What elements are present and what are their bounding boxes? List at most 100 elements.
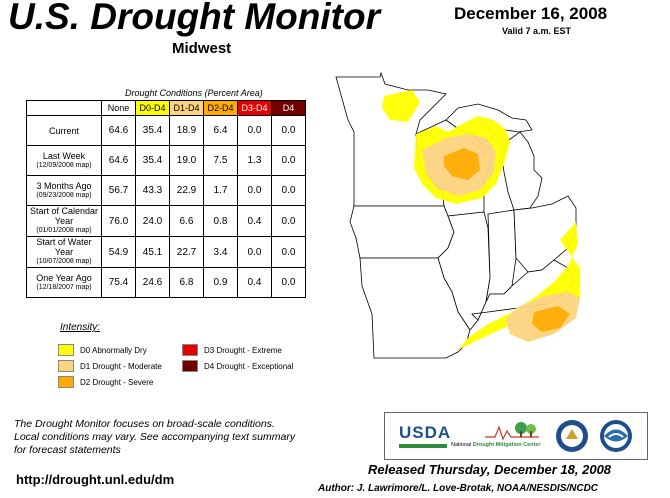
table-cell: 0.0 (237, 115, 272, 146)
partner-logos: USDA National Drought Mitigation Center (384, 412, 648, 460)
legend-item-d4: D4 Drought - Exceptional (182, 360, 293, 372)
legend-item-d0: D0 Abnormally Dry (58, 344, 147, 356)
row-label-date: (01/01/2008 map) (36, 227, 92, 234)
row-label-main: Last Week (42, 150, 86, 161)
legend-swatch-d1 (58, 360, 74, 372)
table-corner (26, 100, 102, 116)
table-cell: 6.4 (203, 115, 238, 146)
ndmc-prefix: National (451, 442, 472, 448)
d2-area-kentucky (532, 306, 570, 332)
table-cell: 1.7 (203, 175, 238, 206)
col-header: D2-D4 (203, 100, 238, 116)
legend-item-d3: D3 Drought - Extreme (182, 344, 282, 356)
table-cell: 19.0 (169, 145, 204, 176)
col-header: D1-D4 (169, 100, 204, 116)
legend-swatch-d3 (182, 344, 198, 356)
legend-label-d1: D1 Drought - Moderate (80, 361, 162, 371)
table-cell: 1.3 (237, 145, 272, 176)
table-cell: 0.0 (271, 267, 306, 298)
table-cell: 35.4 (135, 145, 170, 176)
d0-area-ohio-valley (458, 222, 580, 350)
table-cell: 0.0 (271, 145, 306, 176)
table-cell: 0.0 (271, 175, 306, 206)
ndmc-trees-icon (485, 422, 539, 441)
table-cell: 22.9 (169, 175, 204, 206)
drought-map (335, 72, 580, 359)
row-label-main: 3 Months Ago (36, 180, 92, 191)
legend-label-d2: D2 Drought - Severe (80, 377, 154, 387)
table-cell: 56.7 (101, 175, 136, 206)
table-cell: 43.3 (135, 175, 170, 206)
drought-url-link[interactable]: http://drought.unl.edu/dm (16, 472, 175, 487)
d0-area-northwest (382, 90, 420, 122)
footer-note: The Drought Monitor focuses on broad-sca… (14, 418, 344, 457)
table-cell: 0.0 (271, 205, 306, 237)
row-label-main: Current (48, 125, 79, 136)
row-label-main: Start of Calendar Year (29, 206, 99, 226)
table-caption: Drought Conditions (Percent Area) (125, 88, 263, 98)
table-cell: 35.4 (135, 115, 170, 146)
drought-conditions-table: None D0-D4 D1-D4 D2-D4 D3-D4 D4 Current 6… (26, 100, 306, 298)
row-label-main: Start of Water Year (36, 237, 92, 257)
row-label: Start of Calendar Year (01/01/2008 map) (26, 205, 102, 237)
row-label-date: (12/09/2008 map) (36, 161, 92, 169)
row-label: Start of Water Year (10/07/2008 map) (26, 236, 102, 268)
legend-swatch-d2 (58, 376, 74, 388)
table-cell: 6.8 (169, 267, 204, 298)
usda-logo-swoosh (399, 444, 447, 448)
table-cell: 22.7 (169, 236, 204, 268)
legend-item-d2: D2 Drought - Severe (58, 376, 153, 388)
valid-time: Valid 7 a.m. EST (502, 26, 572, 36)
table-cell: 0.0 (237, 175, 272, 206)
table-cell: 6.6 (169, 205, 204, 237)
page-title: U.S. Drought Monitor (8, 0, 380, 37)
footer-note-line: for forecast statements (14, 444, 121, 456)
drought-areas (382, 90, 580, 350)
row-label: One Year Ago (12/18/2007 map) (26, 267, 102, 298)
legend-label-d4: D4 Drought - Exceptional (204, 361, 294, 371)
table-cell: 7.5 (203, 145, 238, 176)
row-label: Current (26, 115, 102, 146)
d2-area-wisconsin (444, 148, 480, 180)
table-body: Current 64.6 35.4 18.9 6.4 0.0 0.0 Last Week (12… (26, 115, 306, 298)
legend-label-d0: D0 Abnormally Dry (80, 345, 147, 355)
legend-label-d3: D3 Drought - Extreme (204, 345, 282, 355)
footer-note-line: Local conditions may vary. See accompany… (14, 431, 296, 443)
table-cell: 0.0 (271, 236, 306, 268)
table-cell: 18.9 (169, 115, 204, 146)
row-label-date: (12/18/2007 map) (36, 283, 92, 291)
legend-swatch-d0 (58, 344, 74, 356)
legend-swatch-d4 (182, 360, 198, 372)
table-row: Start of Water Year (10/07/2008 map) 54.9 4… (26, 236, 306, 268)
table-row: Current 64.6 35.4 18.9 6.4 0.0 0.0 (26, 115, 306, 146)
usda-logo: USDA (399, 423, 452, 442)
release-date: Released Thursday, December 18, 2008 (368, 462, 612, 477)
author-credit: Author: J. Lawrimore/L. Love-Brotak, NOA… (318, 483, 599, 494)
map-date: December 16, 2008 (454, 4, 608, 23)
table-cell: 54.9 (101, 236, 136, 268)
table-cell: 0.9 (203, 267, 238, 298)
legend-title: Intensity: (60, 322, 101, 333)
table-cell: 64.6 (101, 145, 136, 176)
ndmc-logo: National Drought Mitigation Center (451, 442, 541, 448)
footer-note-line: The Drought Monitor focuses on broad-sca… (14, 418, 275, 430)
table-cell: 76.0 (101, 205, 136, 237)
table-cell: 0.8 (203, 205, 238, 237)
table-cell: 0.0 (271, 115, 306, 146)
row-label-date: (09/23/2008 map) (36, 191, 92, 199)
table-row: One Year Ago (12/18/2007 map) 75.4 24.6 6.8 0… (26, 267, 306, 298)
row-label-main: One Year Ago (36, 272, 92, 283)
col-header: D3-D4 (237, 100, 272, 116)
table-row: Last Week (12/09/2008 map) 64.6 35.4 19.0 7.5… (26, 145, 306, 176)
table-cell: 75.4 (101, 267, 136, 298)
table-cell: 64.6 (101, 115, 136, 146)
table-cell: 3.4 (203, 236, 238, 268)
table-cell: 24.6 (135, 267, 170, 298)
table-cell: 24.0 (135, 205, 170, 237)
row-label-date: (10/07/2008 map) (36, 258, 92, 265)
row-label: 3 Months Ago (09/23/2008 map) (26, 175, 102, 206)
region-label: Midwest (172, 40, 232, 57)
legend-item-d1: D1 Drought - Moderate (58, 360, 162, 372)
noaa-logo-icon (600, 420, 632, 452)
row-label: Last Week (12/09/2008 map) (26, 145, 102, 176)
